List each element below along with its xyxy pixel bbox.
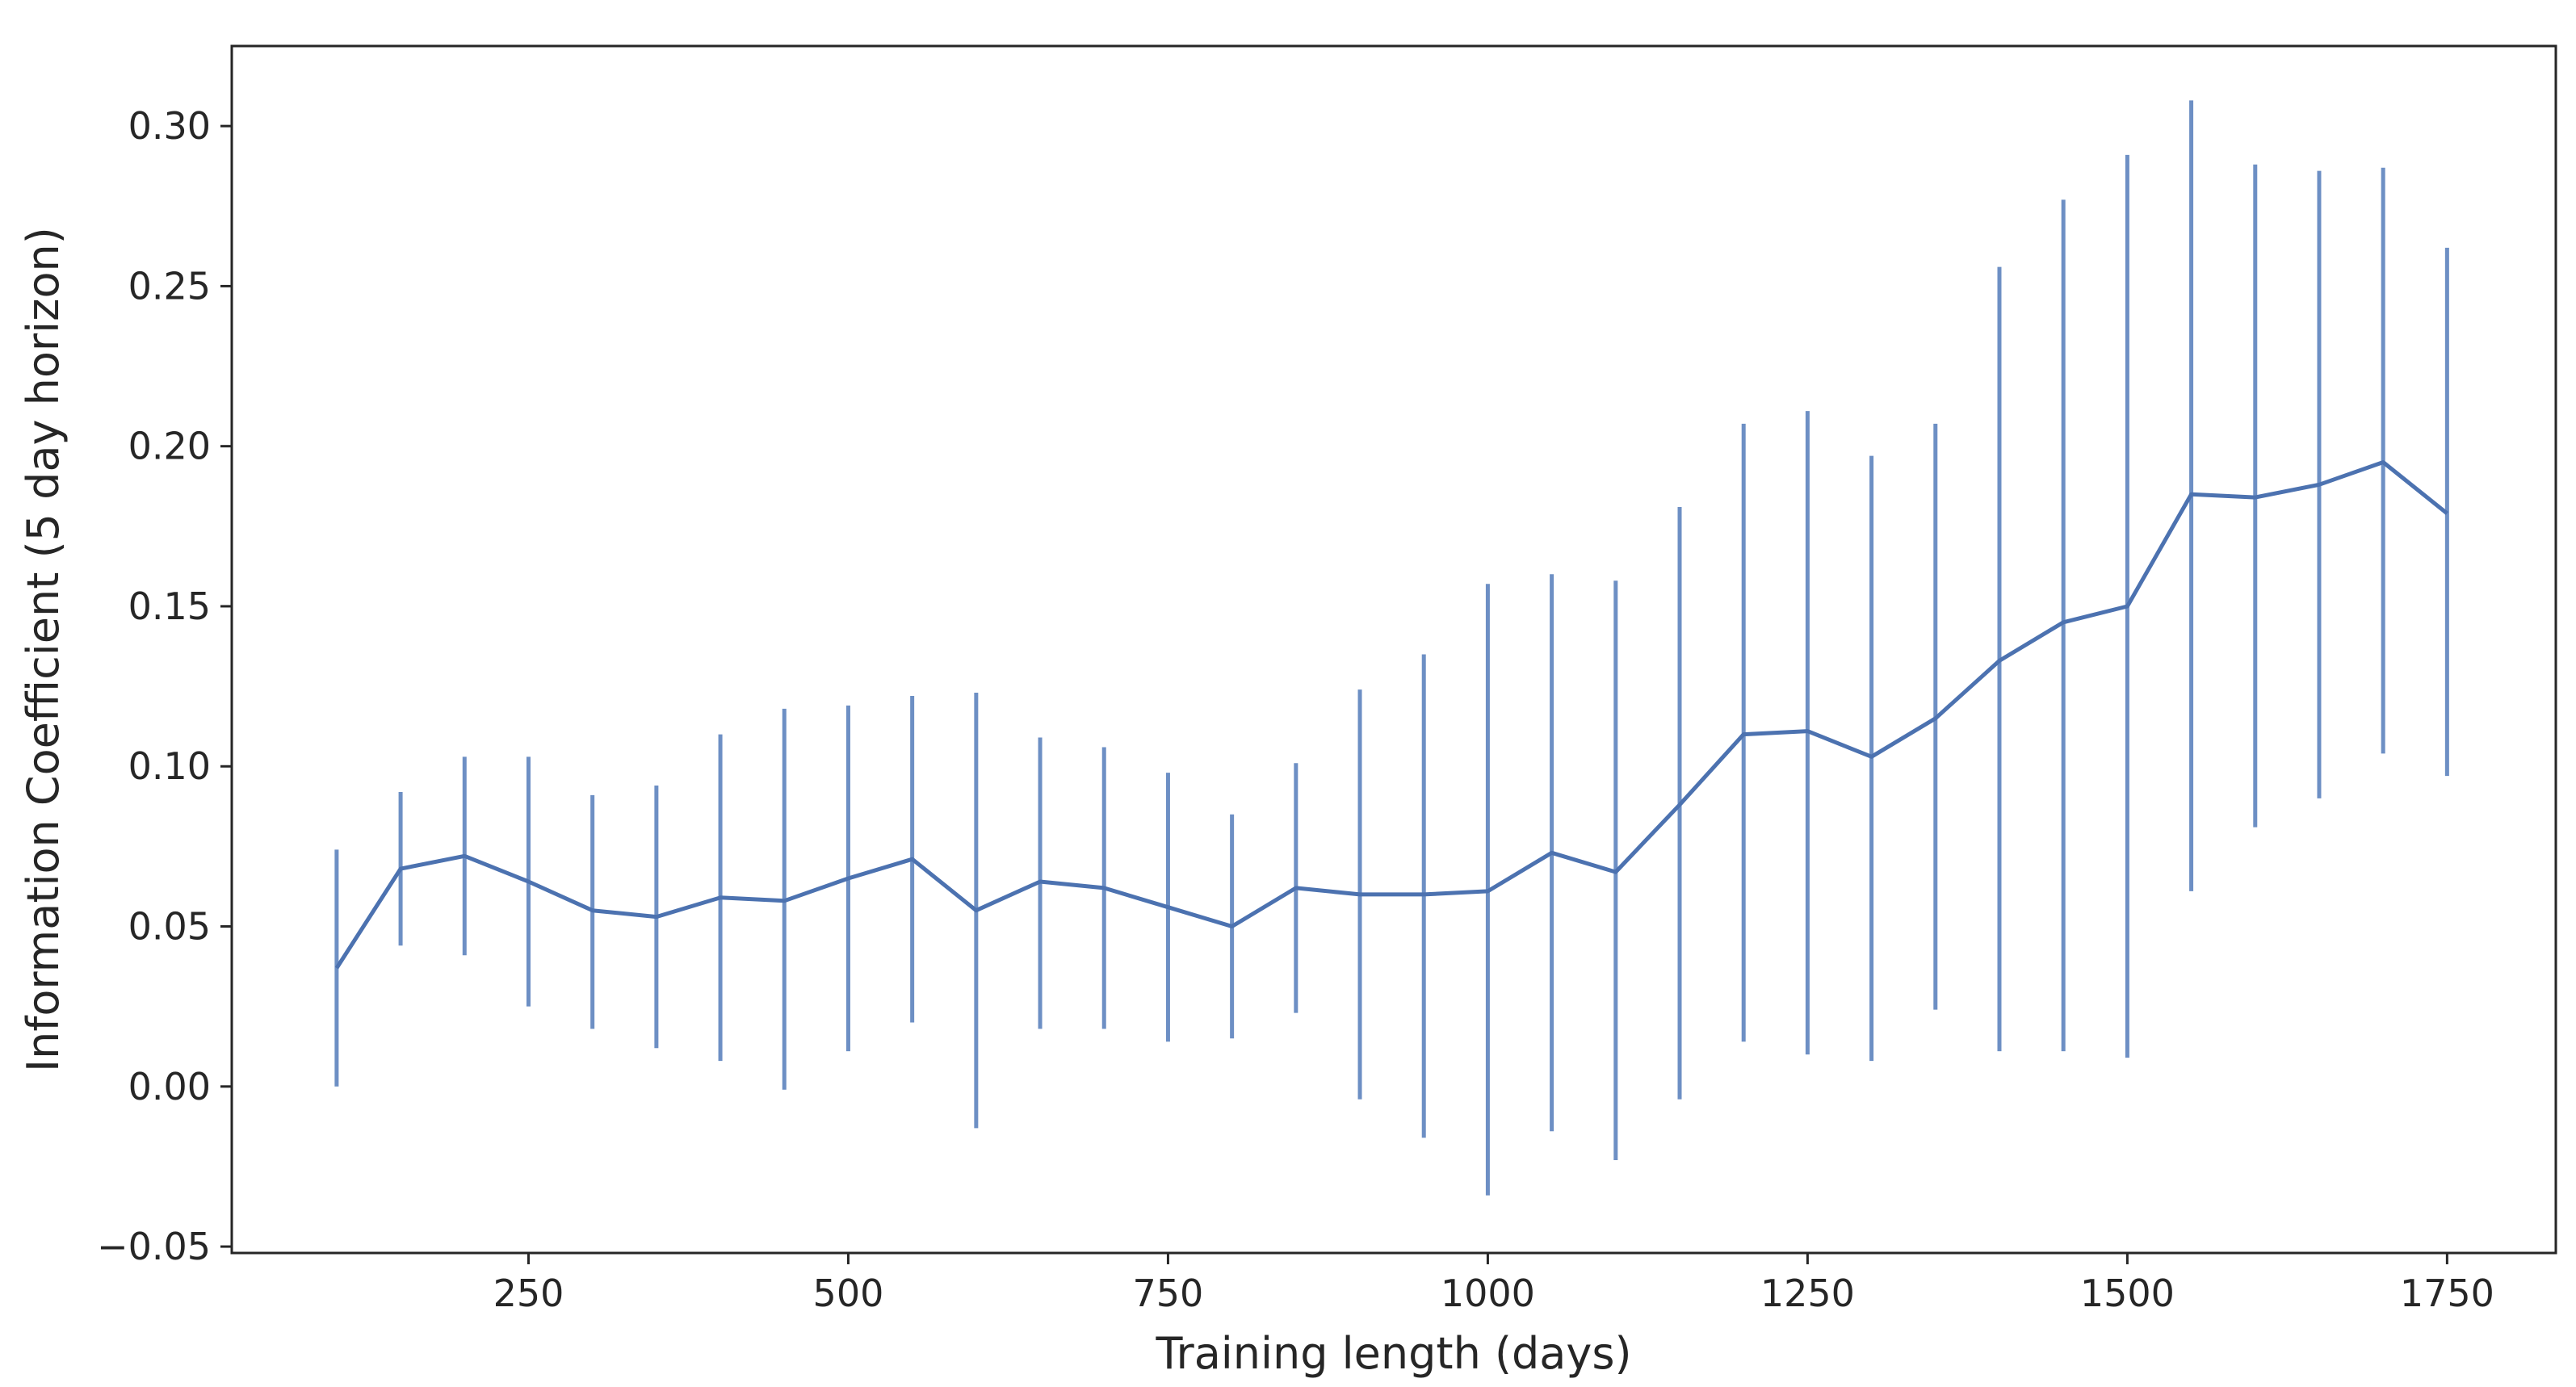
y-tick-label: 0.15 — [128, 585, 211, 628]
error-bars — [334, 100, 2449, 1196]
x-tick-label: 750 — [1133, 1272, 1204, 1315]
y-tick-label: 0.30 — [128, 104, 211, 148]
y-axis-ticks: −0.05 0.00 0.05 0.10 0.15 0.20 0.25 0.30 — [97, 104, 232, 1268]
y-tick-label: 0.10 — [128, 744, 211, 788]
y-tick-label: 0.05 — [128, 905, 211, 949]
plot-frame — [230, 44, 2557, 1255]
x-tick-label: 500 — [813, 1272, 884, 1315]
x-axis-label: Training length (days) — [1155, 1328, 1631, 1379]
x-axis-ticks: 250 500 750 1000 1250 1500 1750 — [493, 1253, 2494, 1315]
y-axis-label: Information Coefficient (5 day horizon) — [18, 227, 69, 1072]
series-line — [334, 460, 2448, 970]
y-tick-label: −0.05 — [97, 1225, 211, 1268]
x-tick-label: 1250 — [1760, 1272, 1855, 1315]
x-tick-label: 250 — [493, 1272, 564, 1315]
y-tick-label: 0.20 — [128, 425, 211, 468]
y-tick-label: 0.25 — [128, 264, 211, 308]
x-tick-label: 1750 — [2400, 1272, 2494, 1315]
x-tick-label: 1500 — [2080, 1272, 2175, 1315]
y-tick-label: 0.00 — [128, 1065, 211, 1108]
x-tick-label: 1000 — [1441, 1272, 1535, 1315]
